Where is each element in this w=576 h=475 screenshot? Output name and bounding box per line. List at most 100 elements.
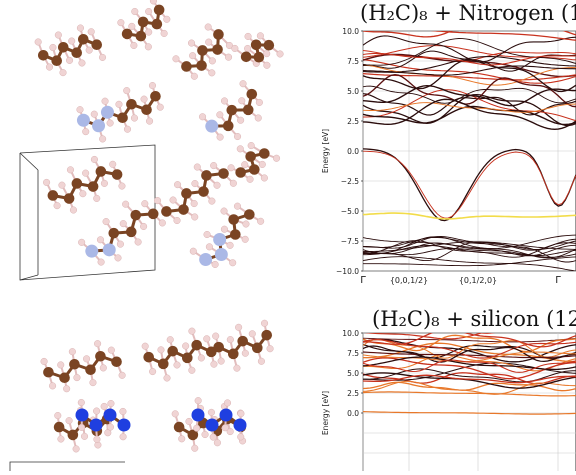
- carbon-atom: [230, 229, 241, 240]
- hydrogen-atom: [244, 45, 251, 52]
- hydrogen-atom: [277, 51, 284, 58]
- hydrogen-atom: [238, 97, 245, 104]
- hydrogen-atom: [131, 42, 138, 49]
- carbon-atom: [126, 99, 137, 110]
- y-tick-label: 10.0: [342, 27, 359, 36]
- hydrogen-atom: [91, 111, 98, 118]
- hydrogen-atom: [217, 134, 224, 141]
- hydrogen-atom: [234, 365, 241, 372]
- y-tick-label: 0.0: [347, 147, 359, 156]
- hydrogen-atom: [232, 45, 239, 52]
- hydrogen-atom: [140, 223, 147, 230]
- hydrogen-atom: [77, 25, 84, 32]
- hydrogen-atom: [107, 120, 114, 127]
- hydrogen-atom: [115, 255, 122, 262]
- hydrogen-atom: [131, 115, 138, 122]
- hydrogen-atom: [257, 218, 264, 225]
- carbon-atom: [108, 228, 119, 239]
- hydrogen-atom: [57, 362, 64, 369]
- x-tick-label: {0,1/2,0}: [459, 276, 497, 285]
- hydrogen-atom: [259, 161, 266, 168]
- hydrogen-atom: [93, 408, 100, 415]
- hydrogen-atom: [103, 218, 110, 225]
- hydrogen-atom: [119, 372, 126, 379]
- x-tick-label: Γ: [360, 275, 366, 286]
- hydrogen-atom: [221, 208, 228, 215]
- carbon-atom: [197, 45, 208, 56]
- hydrogen-atom: [150, 0, 157, 4]
- hydrogen-atom: [120, 220, 127, 227]
- hydrogen-atom: [142, 200, 149, 207]
- hydrogen-atom: [63, 385, 70, 392]
- y-tick-label: 10.0: [342, 329, 359, 338]
- hydrogen-atom: [191, 445, 198, 452]
- hydrogen-atom: [88, 28, 95, 35]
- carbon-atom: [243, 105, 254, 116]
- hydrogen-atom: [205, 39, 212, 46]
- carbon-atom: [191, 340, 202, 351]
- accent-atom: [206, 419, 219, 432]
- carbon-atom: [252, 343, 263, 354]
- hydrogen-atom: [267, 345, 274, 352]
- y-tick-label: 5.0: [347, 369, 359, 378]
- hydrogen-atom: [178, 436, 185, 443]
- hydrogen-atom: [145, 29, 152, 36]
- carbon-atom: [85, 364, 96, 375]
- hydrogen-atom: [230, 180, 237, 187]
- hydrogen-atom: [224, 400, 231, 407]
- carbon-atom: [264, 40, 275, 51]
- hydrogen-atom: [107, 424, 114, 431]
- carbon-atom: [64, 193, 75, 204]
- hydrogen-atom: [234, 203, 241, 210]
- carbon-atom: [136, 31, 147, 42]
- hydrogen-atom: [82, 128, 89, 135]
- hydrogen-atom: [123, 87, 130, 94]
- carbon-atom: [68, 430, 79, 441]
- hydrogen-atom: [66, 57, 73, 64]
- hydrogen-atom: [212, 261, 219, 268]
- hydrogen-atom: [35, 39, 42, 46]
- y-tick-label: −2.5: [341, 177, 359, 186]
- y-tick-label: 5.0: [347, 87, 359, 96]
- hydrogen-atom: [221, 226, 228, 233]
- hydrogen-atom: [74, 374, 81, 381]
- carbon-atom: [152, 19, 163, 30]
- carbon-atom: [72, 178, 83, 189]
- hydrogen-atom: [69, 348, 76, 355]
- carbon-atom: [150, 91, 161, 102]
- hydrogen-atom: [157, 104, 164, 111]
- hydrogen-atom: [108, 347, 115, 354]
- carbon-atom: [126, 227, 137, 238]
- carbon-atom: [181, 61, 192, 72]
- hydrogen-atom: [257, 33, 264, 40]
- hydrogen-atom: [102, 98, 109, 105]
- hydrogen-atom: [98, 259, 105, 266]
- hydrogen-atom: [188, 40, 195, 47]
- hydrogen-atom: [195, 397, 202, 404]
- hydrogen-atom: [49, 383, 56, 390]
- hydrogen-atom: [78, 424, 85, 431]
- hydrogen-atom: [208, 409, 215, 416]
- carbon-atom: [95, 351, 106, 362]
- accent-atom: [104, 409, 117, 422]
- hydrogen-atom: [78, 399, 85, 406]
- hydrogen-atom: [193, 425, 200, 432]
- carbon-atom: [148, 209, 159, 220]
- chart-title: (H₂C)₈ + silicon (12: [372, 307, 576, 331]
- hydrogen-atom: [191, 214, 198, 221]
- hydrogen-atom: [189, 328, 196, 335]
- hydrogen-atom: [122, 201, 129, 208]
- carbon-atom: [213, 29, 224, 40]
- hydrogen-atom: [66, 417, 73, 424]
- hydrogen-atom: [50, 44, 57, 51]
- carbon-atom: [181, 188, 192, 199]
- hydrogen-atom: [164, 16, 171, 23]
- carbon-atom: [51, 55, 62, 66]
- hydrogen-atom: [198, 355, 205, 362]
- hydrogen-atom: [242, 236, 249, 243]
- hydrogen-atom: [174, 362, 181, 369]
- x-tick-label: {0,0,1/2}: [390, 276, 428, 285]
- accent-atom: [101, 106, 114, 119]
- carbon-atom: [112, 169, 123, 180]
